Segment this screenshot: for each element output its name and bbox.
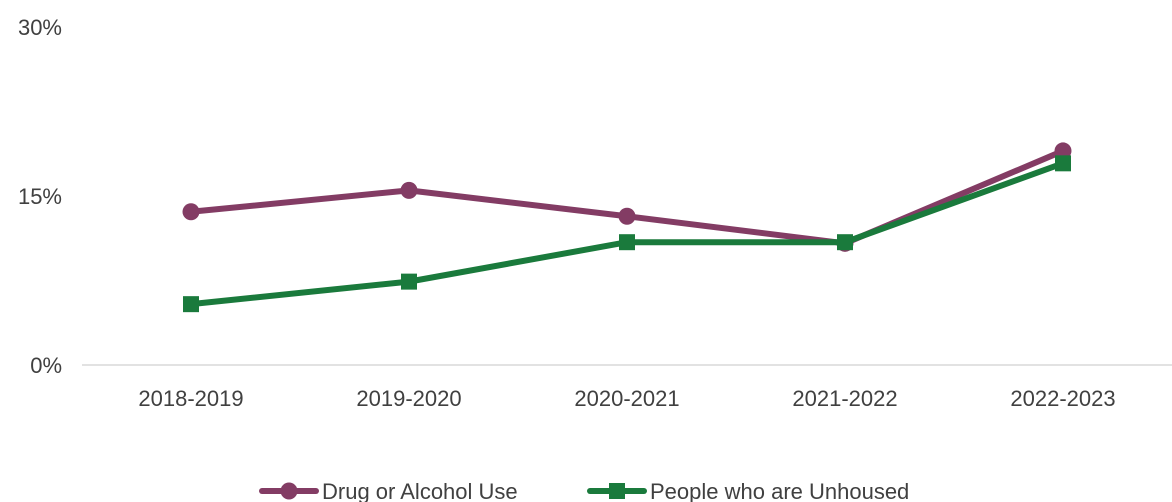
- data-point-marker: [400, 181, 418, 199]
- x-axis-tick-labels: 2018-2019 2019-2020 2020-2021 2021-2022 2022…: [138, 386, 1115, 411]
- data-point-marker: [182, 203, 200, 221]
- legend-marker: [280, 482, 298, 500]
- x-tick-label: 2018-2019: [138, 386, 243, 411]
- x-tick-label: 2021-2022: [792, 386, 897, 411]
- data-point-marker: [1054, 142, 1072, 160]
- legend-item: Drug or Alcohol Use: [259, 479, 518, 502]
- legend-label: Drug or Alcohol Use: [322, 479, 518, 502]
- data-point-marker: [1055, 155, 1071, 172]
- legend-label: People who are Unhoused: [650, 479, 909, 502]
- legend: Drug or Alcohol Use People who are Unhous…: [259, 479, 909, 502]
- y-tick-label: 30%: [18, 15, 62, 40]
- legend-marker: [609, 483, 625, 499]
- data-point-marker: [619, 234, 635, 251]
- series-2: [183, 155, 1071, 313]
- x-tick-label: 2020-2021: [574, 386, 679, 411]
- y-tick-label: 0%: [30, 353, 62, 378]
- data-point-marker: [183, 296, 199, 313]
- y-axis-tick-labels: 0% 15% 30%: [18, 15, 62, 378]
- data-point-marker: [401, 273, 417, 290]
- data-point-marker: [618, 207, 636, 225]
- legend-item: People who are Unhoused: [587, 479, 909, 502]
- series-line: [188, 147, 1066, 247]
- series-layer: [182, 142, 1072, 313]
- data-point-marker: [837, 234, 853, 251]
- series-line: [188, 160, 1066, 308]
- y-tick-label: 15%: [18, 184, 62, 209]
- x-tick-label: 2019-2020: [356, 386, 461, 411]
- series-1: [182, 142, 1072, 252]
- x-tick-label: 2022-2023: [1010, 386, 1115, 411]
